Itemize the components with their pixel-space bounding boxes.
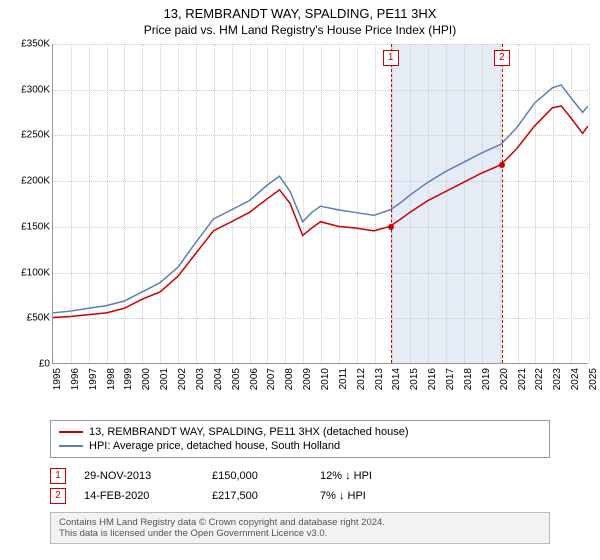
x-tick-label: 2006 (249, 368, 260, 390)
x-tick-label: 2005 (231, 368, 242, 390)
sale-marker-dot (388, 224, 394, 230)
sale-price: £150,000 (212, 470, 302, 482)
y-tick-label: £150K (21, 221, 50, 232)
x-tick-label: 1998 (106, 368, 117, 390)
sale-marker-dot (499, 162, 505, 168)
x-tick-label: 2007 (266, 368, 277, 390)
legend: 13, REMBRANDT WAY, SPALDING, PE11 3HX (d… (50, 420, 550, 458)
legend-swatch (59, 445, 83, 447)
sale-diff: 7% ↓ HPI (320, 490, 420, 502)
series-hpi (53, 85, 588, 313)
x-tick-label: 2025 (588, 368, 599, 390)
chart-title: 13, REMBRANDT WAY, SPALDING, PE11 3HX (0, 0, 600, 21)
y-tick-label: £0 (39, 359, 50, 370)
sale-marker-box: 1 (383, 50, 399, 66)
x-tick-label: 2001 (159, 368, 170, 390)
x-tick-label: 2010 (320, 368, 331, 390)
x-tick-label: 1997 (88, 368, 99, 390)
sale-row-marker: 2 (50, 488, 66, 504)
sale-row-marker: 1 (50, 468, 66, 484)
x-tick-label: 2016 (427, 368, 438, 390)
plot-area: 12 (52, 44, 588, 364)
legend-label: 13, REMBRANDT WAY, SPALDING, PE11 3HX (d… (89, 426, 409, 438)
sale-price: £217,500 (212, 490, 302, 502)
x-tick-label: 1996 (70, 368, 81, 390)
y-axis: £0£50K£100K£150K£200K£250K£300K£350K (8, 44, 52, 364)
x-tick-label: 2008 (284, 368, 295, 390)
x-tick-label: 1999 (123, 368, 134, 390)
series-svg (53, 44, 588, 363)
legend-label: HPI: Average price, detached house, Sout… (89, 440, 340, 452)
x-tick-label: 2011 (338, 368, 349, 390)
sales-table: 1 29-NOV-2013 £150,000 12% ↓ HPI 2 14-FEB-202… (50, 466, 550, 506)
gridline-v (589, 44, 590, 363)
x-tick-label: 2009 (302, 368, 313, 390)
x-tick-label: 2023 (552, 368, 563, 390)
y-tick-label: £350K (21, 39, 50, 50)
footer-attribution: Contains HM Land Registry data © Crown c… (50, 512, 550, 544)
footer-line2: This data is licensed under the Open Gov… (59, 528, 541, 539)
x-tick-label: 2004 (213, 368, 224, 390)
sale-diff: 12% ↓ HPI (320, 470, 420, 482)
x-tick-label: 2012 (356, 368, 367, 390)
x-tick-label: 2017 (445, 368, 456, 390)
x-tick-label: 2002 (177, 368, 188, 390)
x-tick-label: 2019 (481, 368, 492, 390)
sale-date: 29-NOV-2013 (84, 470, 194, 482)
x-tick-label: 2021 (517, 368, 528, 390)
sale-date: 14-FEB-2020 (84, 490, 194, 502)
sale-vline (502, 44, 503, 363)
x-tick-label: 2022 (534, 368, 545, 390)
y-tick-label: £200K (21, 176, 50, 187)
chart-subtitle: Price paid vs. HM Land Registry's House … (0, 21, 600, 41)
sale-row: 2 14-FEB-2020 £217,500 7% ↓ HPI (50, 486, 550, 506)
x-tick-label: 2013 (374, 368, 385, 390)
x-tick-label: 2018 (463, 368, 474, 390)
chart: £0£50K£100K£150K£200K£250K£300K£350K 12 … (8, 44, 592, 414)
y-tick-label: £300K (21, 84, 50, 95)
legend-item: 13, REMBRANDT WAY, SPALDING, PE11 3HX (d… (59, 425, 541, 439)
y-tick-label: £100K (21, 267, 50, 278)
x-axis: 1995 1996 1997 1998 1999 2000 2001 2002 2003 2004… (52, 364, 588, 414)
x-tick-label: 2024 (570, 368, 581, 390)
sale-marker-box: 2 (494, 50, 510, 66)
x-tick-label: 2015 (409, 368, 420, 390)
x-tick-label: 1995 (52, 368, 63, 390)
y-tick-label: £50K (27, 313, 50, 324)
legend-swatch (59, 431, 83, 433)
sale-row: 1 29-NOV-2013 £150,000 12% ↓ HPI (50, 466, 550, 486)
x-tick-label: 2020 (499, 368, 510, 390)
legend-item: HPI: Average price, detached house, Sout… (59, 439, 541, 453)
x-tick-label: 2000 (141, 368, 152, 390)
x-tick-label: 2014 (391, 368, 402, 390)
sale-vline (391, 44, 392, 363)
x-tick-label: 2003 (195, 368, 206, 390)
y-tick-label: £250K (21, 130, 50, 141)
footer-line1: Contains HM Land Registry data © Crown c… (59, 517, 541, 528)
